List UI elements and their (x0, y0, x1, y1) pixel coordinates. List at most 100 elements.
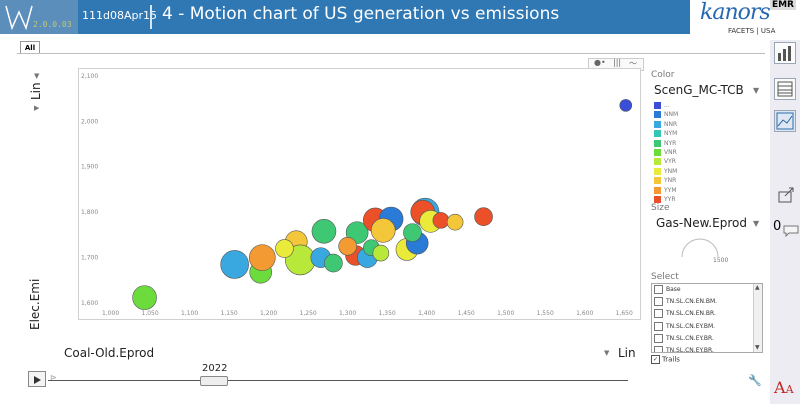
legend-item: YYR (654, 196, 676, 205)
app-version: 2.0.0.03 (33, 20, 72, 29)
y-tick-label: 2,000 (81, 118, 98, 125)
select-item[interactable]: Base (654, 284, 681, 296)
chart-panel (17, 53, 765, 401)
legend-swatch (654, 139, 661, 147)
y-tick-label: 1,800 (81, 209, 98, 216)
tab-all[interactable]: All (20, 41, 40, 54)
motion-chart[interactable]: 1,000 1,050 1,100 1,150 1,200 1,250 1,300 1,350… (79, 69, 640, 319)
brand-badge: EMR (769, 0, 796, 10)
comment-icon[interactable] (783, 222, 799, 238)
select-item[interactable]: TN.SL.CN.EY.BM. (654, 321, 715, 333)
motion-chart-view-icon[interactable] (774, 110, 796, 132)
settings-wrench-icon[interactable]: 🔧 (748, 374, 762, 387)
legend-swatch (654, 130, 661, 138)
x-tick-label: 1,300 (339, 310, 356, 317)
data-bubble[interactable] (446, 213, 464, 231)
select-item-label: TN.SL.CN.EN.BM. (666, 298, 718, 306)
line-chart-icon[interactable]: 〜 (629, 59, 637, 68)
select-checkbox[interactable] (654, 333, 663, 343)
select-item-label: TN.SL.CN.EY.BM. (666, 322, 716, 330)
select-checkbox[interactable] (654, 297, 663, 307)
select-item[interactable]: TN.SL.CN.EY.BR. (654, 333, 714, 345)
timeline-track[interactable] (48, 380, 628, 381)
data-bubble[interactable] (372, 244, 390, 262)
x-tick-label: 1,000 (102, 310, 119, 317)
speed-icon[interactable]: ⊳ (50, 373, 57, 382)
y-metric-arrow-icon[interactable]: ▶ (34, 104, 40, 112)
size-heading: Size (651, 203, 670, 213)
legend-swatch (654, 102, 661, 109)
select-checkbox[interactable] (654, 346, 663, 352)
legend-item: YNM (654, 167, 677, 177)
size-scale-icon (681, 238, 719, 258)
data-bubble[interactable] (338, 236, 357, 256)
size-scale-label: 1500 (713, 257, 729, 264)
font-size-icon[interactable]: AA (774, 378, 794, 397)
play-button[interactable] (28, 371, 46, 387)
legend-swatch (654, 120, 661, 128)
data-bubble[interactable] (474, 207, 493, 227)
timeline-handle[interactable] (200, 376, 228, 386)
x-tick-label: 1,400 (418, 310, 435, 317)
select-item-label: TN.SL.CN.EN.BR. (666, 310, 716, 318)
app-header: 2.0.0.03 111d08Apr15 4 - Motion chart of… (0, 0, 800, 34)
color-heading: Color (651, 70, 675, 80)
select-scrollbar[interactable]: ▲ ▼ (753, 284, 762, 352)
x-tick-label: 1,500 (497, 310, 514, 317)
size-dropdown-icon[interactable]: ▼ (753, 219, 760, 228)
color-dropdown-icon[interactable]: ▼ (753, 86, 760, 95)
select-checkbox[interactable] (654, 285, 663, 294)
legend-item: NNR (654, 120, 677, 130)
x-scale-select[interactable]: Lin (618, 346, 636, 360)
legend-swatch (654, 186, 661, 194)
legend-label: VNR (664, 149, 677, 156)
y-scale-arrow-icon[interactable]: ▼ (34, 72, 40, 80)
select-item[interactable]: TN.SL.CN.EN.BR. (654, 308, 716, 320)
data-bubble[interactable] (403, 223, 422, 242)
data-bubble[interactable] (132, 285, 157, 310)
legend-label: YYR (664, 196, 676, 203)
x-tick-label: 1,100 (181, 310, 198, 317)
y-tick-label: 2,100 (81, 73, 98, 80)
header-divider (150, 5, 152, 29)
bar-chart-view-icon[interactable] (774, 42, 796, 64)
build-label: 111d08Apr15 (82, 9, 158, 22)
data-bubble[interactable] (311, 218, 337, 244)
data-bubble[interactable] (432, 212, 450, 229)
comment-count: 0 (773, 219, 782, 234)
x-scale-arrow-icon[interactable]: ▼ (604, 349, 610, 357)
select-checkbox[interactable] (654, 321, 663, 331)
bubble-chart-icon[interactable]: ●• (594, 58, 606, 67)
data-bubble[interactable] (324, 253, 343, 273)
legend-label: VYR (664, 158, 676, 166)
select-item[interactable]: TN.SL.CN.EN.BM. (654, 296, 717, 308)
bar-chart-icon[interactable]: ||| (613, 58, 622, 67)
plot-area[interactable]: 1,000 1,050 1,100 1,150 1,200 1,250 1,300 1,350… (78, 68, 641, 320)
select-checkbox[interactable] (654, 309, 663, 319)
scroll-up-icon[interactable]: ▲ (755, 284, 760, 291)
data-bubble[interactable] (275, 239, 294, 258)
data-bubble[interactable] (220, 250, 249, 279)
export-icon[interactable] (776, 184, 796, 204)
x-axis-metric[interactable]: Coal-Old.Eprod (64, 346, 155, 360)
x-tick-label: 1,650 (616, 310, 633, 317)
data-bubble[interactable] (249, 244, 276, 271)
timeline-year: 2022 (202, 363, 228, 374)
color-select[interactable]: ScenG_MC-TCB (654, 83, 744, 97)
legend-item: NYM (654, 130, 677, 139)
select-heading: Select (651, 272, 679, 282)
legend-label: YYM (664, 186, 677, 194)
y-scale-select[interactable]: Lin (29, 82, 43, 100)
trails-checkbox[interactable]: ✓ Trails (651, 355, 680, 364)
size-select[interactable]: Gas-New.Eprod (656, 216, 747, 230)
trails-check-icon[interactable]: ✓ (651, 355, 660, 364)
data-bubble[interactable] (619, 99, 633, 112)
select-list[interactable]: Base TN.SL.CN.EN.BM. TN.SL.CN.EN.BR. TN.SL.… (651, 283, 763, 353)
y-axis-metric[interactable]: Elec.Emi (28, 278, 42, 330)
table-view-icon[interactable] (774, 78, 796, 100)
scroll-down-icon[interactable]: ▼ (755, 344, 760, 351)
x-tick-label: 1,600 (576, 310, 593, 317)
data-bubble[interactable] (370, 218, 396, 243)
select-item[interactable]: TN.SL.CN.EY.BR. (654, 345, 714, 352)
legend-swatch (654, 111, 661, 119)
